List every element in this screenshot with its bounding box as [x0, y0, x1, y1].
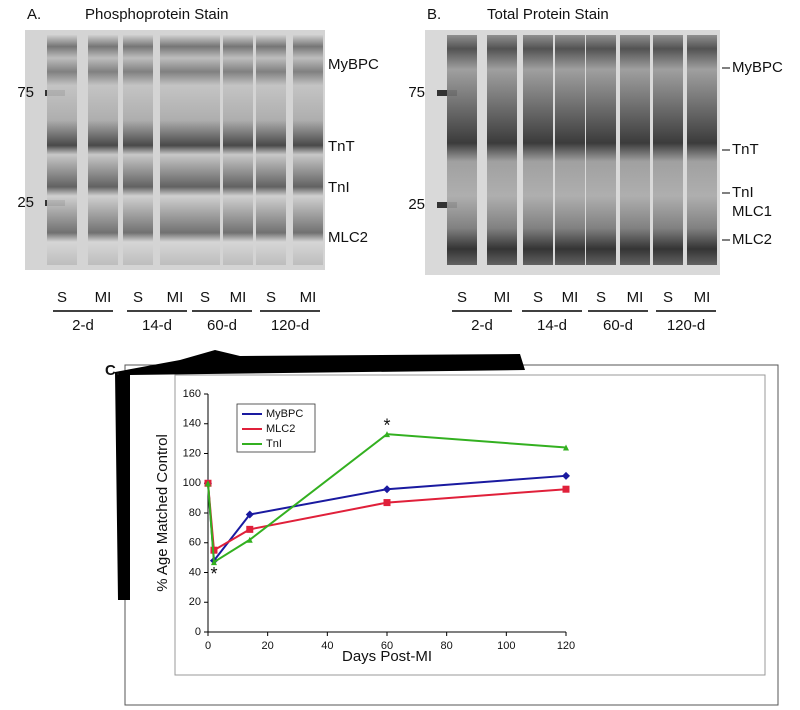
group-label: 60-d — [603, 317, 633, 334]
group-label: 14-d — [537, 317, 567, 334]
lane-label: S — [457, 289, 467, 306]
legend-label: TnI — [266, 438, 282, 450]
gel-lane — [190, 35, 220, 265]
group-label: 14-d — [142, 317, 172, 334]
band-label: MLC2 — [328, 229, 368, 246]
marker-label: 25 — [17, 194, 34, 211]
y-tick-label: 120 — [183, 447, 201, 459]
legend-label: MyBPC — [266, 408, 303, 420]
panel-title: Total Protein Stain — [487, 6, 609, 23]
point — [210, 559, 217, 566]
lane-label: MI — [562, 289, 579, 306]
gel-lane — [256, 35, 286, 265]
y-tick-label: 0 — [195, 626, 201, 638]
x-axis-label: Days Post-MI — [342, 648, 432, 665]
y-tick-label: 160 — [183, 388, 201, 400]
point — [383, 485, 391, 494]
annotation: * — [383, 415, 390, 435]
gel-lane — [223, 35, 253, 265]
gel-lane — [447, 35, 477, 265]
point — [562, 485, 570, 493]
lane-label: MI — [300, 289, 317, 306]
lane-label: MI — [694, 289, 711, 306]
band-label: MLC2 — [732, 231, 772, 248]
x-tick-label: 120 — [557, 640, 575, 652]
point — [563, 444, 569, 451]
gel-lane — [653, 35, 683, 265]
gel-lane — [523, 35, 553, 265]
lane-label: MI — [230, 289, 247, 306]
gel-lane — [620, 35, 650, 265]
point — [205, 480, 211, 487]
group-label: 60-d — [207, 317, 237, 334]
y-tick-label: 100 — [183, 477, 201, 489]
panel-letter: A. — [27, 6, 41, 23]
gel-lane — [586, 35, 616, 265]
gel-lane — [47, 35, 77, 265]
y-tick-label: 60 — [189, 537, 201, 549]
lane-label: S — [266, 289, 276, 306]
lane-label: MI — [494, 289, 511, 306]
legend-label: MLC2 — [266, 423, 295, 435]
x-tick-label: 80 — [441, 640, 453, 652]
band-label: MLC1 — [732, 203, 772, 220]
x-tick-label: 0 — [205, 640, 211, 652]
marker-label: 75 — [408, 84, 425, 101]
gel-lane — [88, 35, 118, 265]
marker-label: 25 — [408, 196, 425, 213]
lane-label: S — [663, 289, 673, 306]
group-label: 120-d — [271, 317, 309, 334]
lane-label: S — [596, 289, 606, 306]
y-tick-label: 40 — [189, 566, 201, 578]
point — [245, 510, 254, 519]
point — [383, 499, 391, 507]
lane-label: S — [533, 289, 543, 306]
y-axis-label: % Age Matched Control — [154, 434, 171, 592]
gel-lane — [160, 35, 190, 265]
lane-label: MI — [167, 289, 184, 306]
point — [562, 471, 570, 480]
band-label: TnT — [328, 138, 355, 155]
point — [384, 431, 390, 438]
gel-lane — [687, 35, 717, 265]
point — [246, 536, 253, 543]
lane-label: S — [133, 289, 143, 306]
annotation: * — [210, 564, 217, 584]
lane-label: S — [200, 289, 210, 306]
gel-lane — [487, 35, 517, 265]
x-tick-label: 20 — [262, 640, 274, 652]
panel-letter: C. — [105, 362, 120, 379]
gel-lane — [293, 35, 323, 265]
lane-label: S — [57, 289, 67, 306]
band-label: MyBPC — [732, 59, 783, 76]
point — [246, 525, 254, 533]
y-tick-label: 80 — [189, 507, 201, 519]
gel-lane — [123, 35, 153, 265]
lane-label: MI — [95, 289, 112, 306]
x-tick-label: 100 — [497, 640, 515, 652]
panel-letter: B. — [427, 6, 441, 23]
x-tick-label: 60 — [381, 640, 393, 652]
y-tick-label: 20 — [189, 596, 201, 608]
marker-label: 75 — [17, 84, 34, 101]
panel-title: Phosphoprotein Stain — [85, 6, 228, 23]
group-label: 2-d — [72, 317, 94, 334]
lane-label: MI — [627, 289, 644, 306]
group-label: 2-d — [471, 317, 493, 334]
band-label: TnI — [732, 184, 754, 201]
band-label: MyBPC — [328, 56, 379, 73]
band-label: TnT — [732, 141, 759, 158]
y-tick-label: 140 — [183, 418, 201, 430]
band-label: TnI — [328, 179, 350, 196]
group-label: 120-d — [667, 317, 705, 334]
gel-lane — [555, 35, 585, 265]
x-tick-label: 40 — [321, 640, 333, 652]
